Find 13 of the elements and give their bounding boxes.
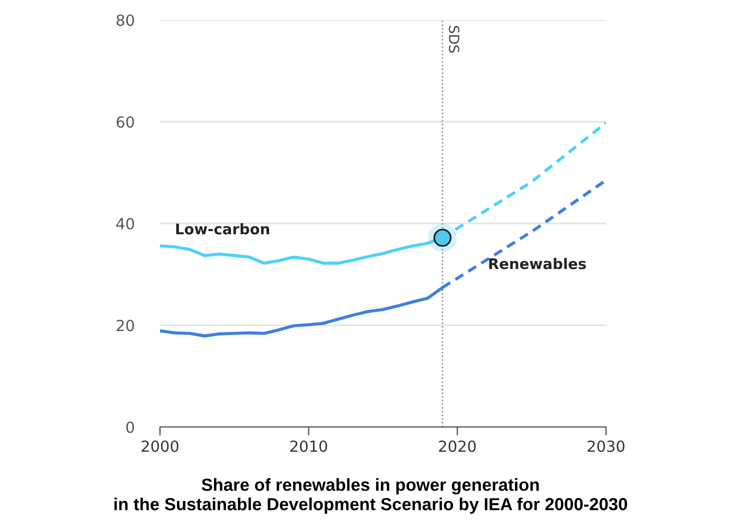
y-tick-label: 40 — [116, 218, 134, 230]
ref-line-label: SDS — [448, 26, 460, 53]
y-tick-label: 20 — [116, 320, 134, 332]
series-label: Renewables — [489, 258, 586, 270]
text: Share of renewables in power generation in the Sustainable Development Scenario by IEA for 2000-2030 — [114, 478, 628, 514]
x-tick-label: 2030 — [588, 440, 624, 452]
x-tick-label: 2020 — [439, 440, 476, 452]
x-tick-label: 2010 — [290, 440, 328, 452]
series-label: Low-carbon — [176, 223, 270, 234]
y-tick-label: 0 — [126, 421, 134, 434]
y-tick-label: 60 — [116, 116, 134, 128]
y-tick-label: 80 — [116, 14, 134, 26]
x-tick-label: 2000 — [142, 440, 178, 452]
